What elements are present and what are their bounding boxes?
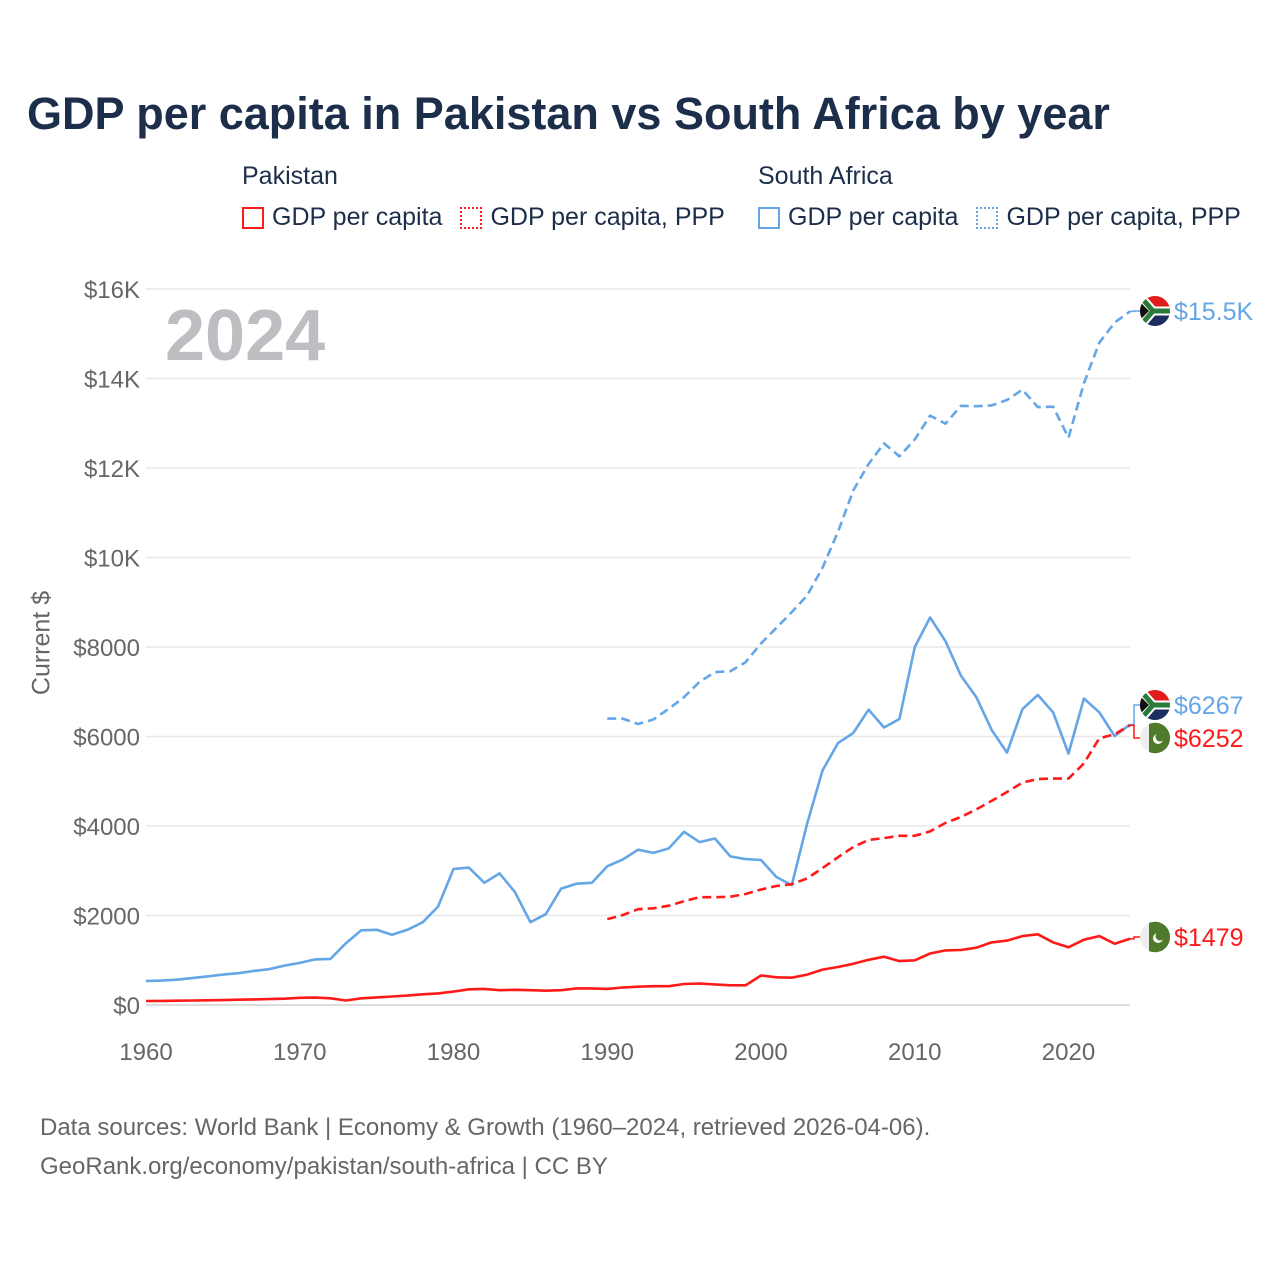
y-tick-label: $16K xyxy=(84,277,140,304)
legend-item-pakistan-gdp[interactable]: GDP per capita xyxy=(242,203,442,232)
legend-label: GDP per capita, PPP xyxy=(490,203,725,231)
label-connector xyxy=(1130,936,1140,940)
legend-country-label: South Africa xyxy=(758,162,893,190)
source-link[interactable]: GeoRank.org/economy/pakistan/south-afric… xyxy=(40,1153,608,1180)
chart-title: GDP per capita in Pakistan vs South Afri… xyxy=(27,88,1110,139)
x-tick-label: 2000 xyxy=(734,1039,787,1066)
y-tick-label: $10K xyxy=(84,546,140,573)
end-value-label: $1479 xyxy=(1174,924,1244,952)
legend-swatch-dotted xyxy=(976,206,999,229)
legend-swatch-dotted xyxy=(460,206,483,229)
pakistan-flag-icon xyxy=(1140,921,1171,953)
y-tick-label: $2000 xyxy=(73,904,140,931)
end-value-label: $6252 xyxy=(1174,725,1244,753)
end-value-label: $6267 xyxy=(1174,692,1244,720)
legend-group-south-africa: South Africa GDP per capita GDP per capit… xyxy=(758,162,1259,236)
y-tick-label: $6000 xyxy=(73,725,140,752)
source-note: Data sources: World Bank | Economy & Gro… xyxy=(40,1108,930,1186)
legend-group-pakistan: Pakistan GDP per capita GDP per capita, P… xyxy=(242,162,743,236)
legend-item-south-africa-ppp[interactable]: GDP per capita, PPP xyxy=(976,203,1241,232)
x-tick-label: 1960 xyxy=(119,1039,172,1066)
y-tick-label: $12K xyxy=(84,456,140,483)
legend-label: GDP per capita xyxy=(788,203,959,231)
y-tick-label: $4000 xyxy=(73,814,140,841)
legend-item-south-africa-gdp[interactable]: GDP per capita xyxy=(758,203,958,232)
legend-country-label: Pakistan xyxy=(242,162,338,190)
x-tick-label: 1970 xyxy=(273,1039,326,1066)
series-line-south-africa-gdp-per-capita xyxy=(145,616,1131,983)
legend-label: GDP per capita xyxy=(272,203,443,231)
x-tick-label: 1980 xyxy=(427,1039,480,1066)
south-africa-flag-icon xyxy=(1140,296,1170,326)
series-line-south-africa-gdp-per-capita-ppp xyxy=(607,310,1131,726)
y-tick-label: $0 xyxy=(113,993,140,1020)
x-tick-label: 2010 xyxy=(888,1039,941,1066)
legend-label: GDP per capita, PPP xyxy=(1006,203,1241,231)
legend-swatch-solid xyxy=(242,206,264,229)
south-africa-flag-icon xyxy=(1140,690,1170,720)
series-line-pakistan-gdp-per-capita xyxy=(145,932,1131,1003)
y-tick-label: $14K xyxy=(84,367,140,394)
source-line: Data sources: World Bank | Economy & Gro… xyxy=(40,1114,931,1141)
pakistan-flag-icon xyxy=(1140,722,1171,754)
year-watermark: 2024 xyxy=(165,296,326,376)
series-line-pakistan-gdp-per-capita-ppp xyxy=(606,724,1131,921)
legend-swatch-solid xyxy=(758,206,780,229)
y-axis-label: Current $ xyxy=(27,590,56,696)
x-tick-label: 2020 xyxy=(1042,1039,1095,1066)
label-connector xyxy=(1130,704,1140,726)
legend-item-pakistan-ppp[interactable]: GDP per capita, PPP xyxy=(460,203,725,232)
label-connector xyxy=(1130,724,1140,739)
y-tick-label: $8000 xyxy=(73,635,140,662)
x-tick-label: 1990 xyxy=(581,1039,634,1066)
end-value-label: $15.5K xyxy=(1174,298,1254,326)
